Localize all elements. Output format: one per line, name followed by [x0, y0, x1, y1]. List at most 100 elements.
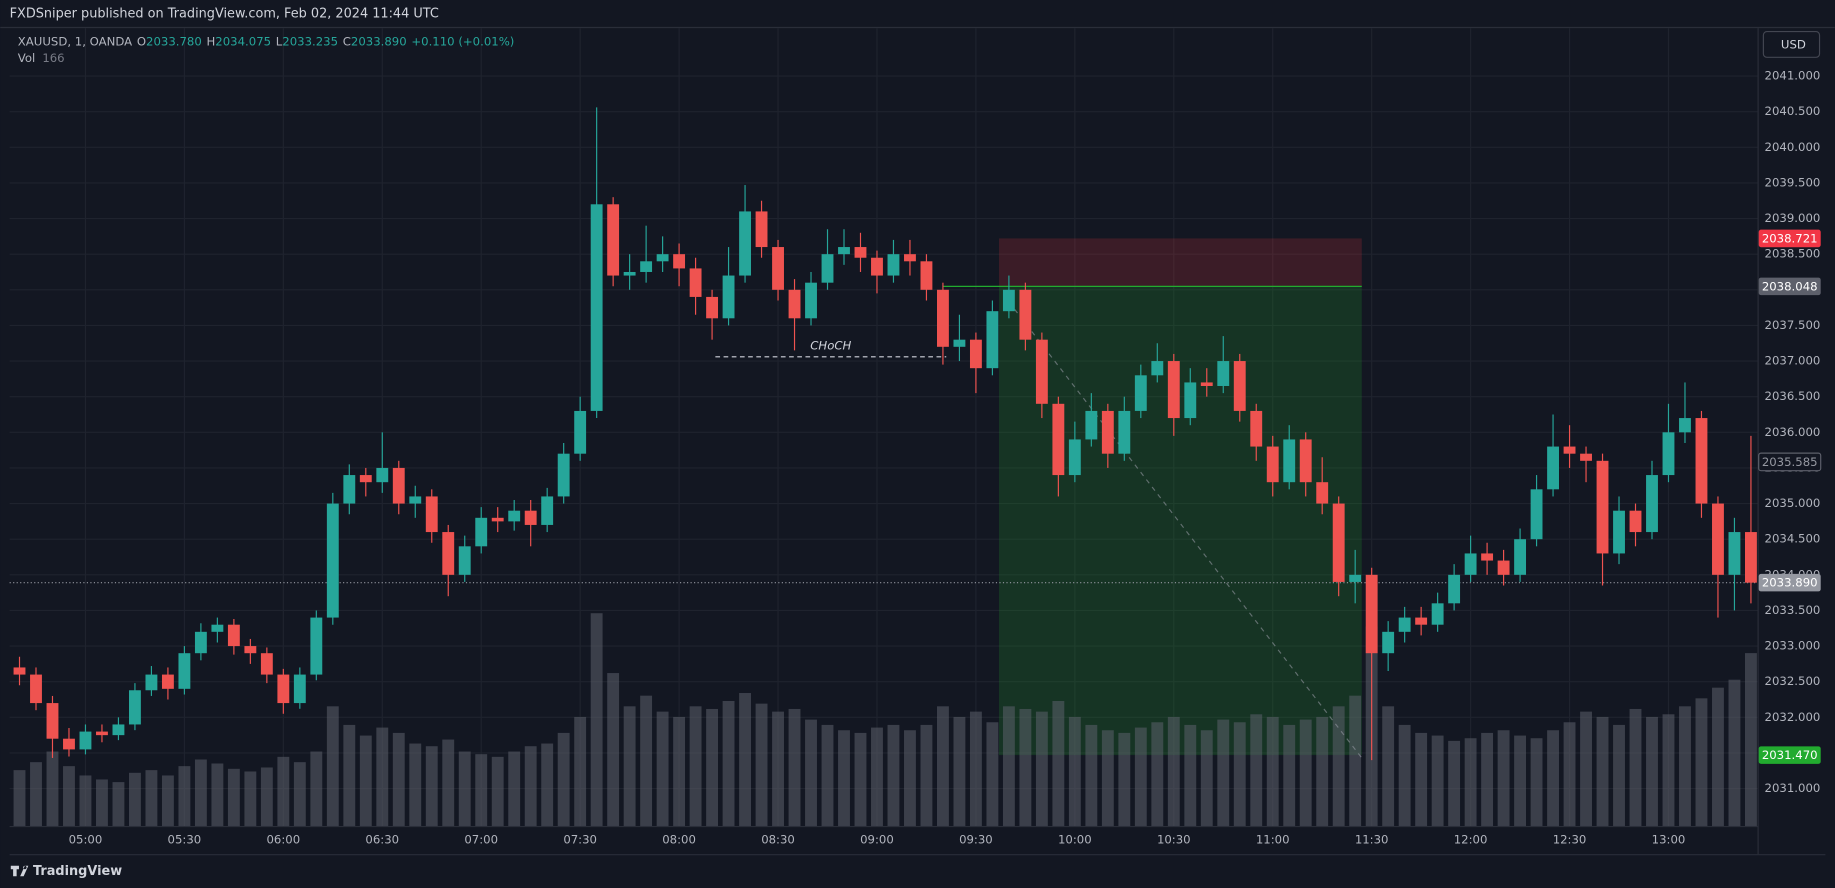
volume-bar: [1497, 730, 1510, 826]
legend-key: L: [276, 34, 283, 48]
candle-body: [1118, 410, 1131, 454]
legend: XAUUSD, 1, OANDA O2033.780 H2034.075 L2033.…: [18, 34, 515, 48]
y-tick-label: 2031.000: [1765, 781, 1821, 795]
volume-bar: [986, 722, 999, 826]
candle-body: [1365, 574, 1378, 654]
candle-body: [904, 254, 916, 262]
volume-bar: [145, 770, 158, 826]
volume-bar: [310, 751, 323, 826]
candle-body: [508, 510, 521, 522]
volume-bar: [1415, 732, 1428, 826]
candle-body: [1200, 382, 1213, 386]
candle-body: [821, 254, 834, 283]
candle-body: [1019, 289, 1032, 340]
volume-bar: [1744, 653, 1757, 826]
volume-bar: [359, 735, 372, 826]
candle-body: [722, 275, 735, 319]
volume-bar: [1712, 687, 1724, 826]
volume-bar: [541, 743, 554, 826]
candle-body: [1266, 446, 1279, 483]
volume-bar: [1629, 708, 1642, 826]
candle-body: [145, 674, 158, 691]
price-tag-label: 2038.721: [1762, 232, 1818, 246]
price-tag: [1758, 573, 1821, 592]
volume-bar: [161, 775, 174, 826]
candle-body: [1415, 617, 1428, 625]
candle-body: [838, 247, 850, 255]
y-tick-label: 2032.500: [1765, 674, 1821, 688]
candle-body: [1184, 382, 1197, 419]
candle-body: [227, 624, 240, 647]
y-tick-label: 2035.000: [1765, 496, 1821, 510]
volume-bar: [244, 771, 257, 826]
candle-body: [1646, 475, 1658, 533]
volume-bar: [1151, 722, 1164, 826]
volume-bar: [640, 695, 653, 826]
currency-label: USD: [1781, 38, 1806, 52]
candle-body: [1101, 410, 1114, 454]
volume-bar: [871, 727, 883, 826]
x-tick-label: 09:30: [959, 833, 993, 847]
volume-bar: [623, 706, 636, 826]
x-tick-label: 12:00: [1454, 833, 1488, 847]
choch-label: CHoCH: [810, 339, 851, 353]
currency-button[interactable]: [1762, 31, 1821, 58]
x-tick-label: 09:00: [860, 833, 894, 847]
candle-body: [1217, 361, 1230, 386]
y-tick-label: 2033.500: [1765, 603, 1821, 617]
candle-body: [1134, 375, 1147, 411]
volume-bar: [491, 756, 504, 826]
volume-bar: [1184, 724, 1197, 826]
candle-body: [953, 339, 966, 347]
y-tick-label: 2037.000: [1765, 354, 1821, 368]
volume-bar: [1695, 698, 1708, 826]
price-tag: [1758, 452, 1822, 472]
candle-body: [739, 211, 751, 276]
candle-body: [936, 289, 949, 347]
candle-body: [1679, 418, 1691, 433]
price-tag: [1758, 746, 1821, 764]
stop-zone: [998, 238, 1362, 287]
candle-body: [1481, 553, 1494, 561]
candle-body: [1283, 439, 1296, 483]
price-tag-label: 2033.890: [1762, 576, 1818, 590]
candle-body: [1629, 510, 1642, 533]
x-tick-label: 10:30: [1157, 833, 1191, 847]
candle-body: [1431, 603, 1444, 625]
legend-key: C: [343, 34, 351, 48]
volume-bar: [1530, 738, 1543, 826]
candle-body: [392, 467, 405, 504]
legend-value: 2033.780: [146, 34, 202, 48]
volume-bar: [1052, 700, 1065, 826]
volume-bar: [1167, 716, 1180, 826]
candle-body: [805, 282, 817, 319]
y-tick-label: 2039.000: [1765, 211, 1821, 225]
candle-body: [128, 690, 141, 725]
y-tick-label: 2032.000: [1765, 710, 1821, 724]
volume-bar: [1563, 722, 1576, 826]
volume-bar: [590, 613, 603, 826]
candle-body: [30, 674, 42, 704]
y-tick-label: 2038.500: [1765, 247, 1821, 261]
x-tick-label: 06:00: [266, 833, 300, 847]
target-zone: [998, 286, 1362, 756]
candle-body: [1332, 503, 1345, 582]
header-text: FXDSniper published on TradingView.com, …: [10, 7, 439, 22]
volume-bar: [1448, 740, 1461, 826]
volume-bar: [442, 739, 455, 826]
volume-bar: [392, 732, 405, 826]
candle-body: [211, 624, 224, 632]
candle-body: [673, 254, 686, 269]
volume-bar: [1019, 708, 1032, 826]
candle-body: [541, 496, 554, 525]
volume-bar: [96, 779, 108, 826]
candle-body: [1233, 361, 1246, 411]
volume-bar: [656, 711, 669, 826]
volume-bar: [1266, 716, 1279, 826]
volume-bar: [260, 767, 273, 826]
legend-value: 2033.235: [282, 34, 338, 48]
candle-body: [1151, 361, 1164, 376]
volume-bar: [722, 700, 735, 826]
legend-symbol: XAUUSD, 1, OANDA: [18, 34, 132, 48]
volume-bar: [1316, 716, 1329, 826]
